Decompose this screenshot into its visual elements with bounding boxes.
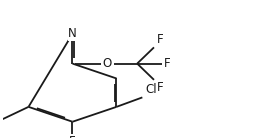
- Text: F: F: [69, 135, 76, 138]
- Text: Cl: Cl: [145, 83, 157, 96]
- Text: N: N: [68, 27, 77, 40]
- Text: O: O: [103, 57, 112, 70]
- Text: F: F: [157, 33, 163, 46]
- Text: F: F: [164, 57, 171, 70]
- Text: F: F: [157, 81, 163, 94]
